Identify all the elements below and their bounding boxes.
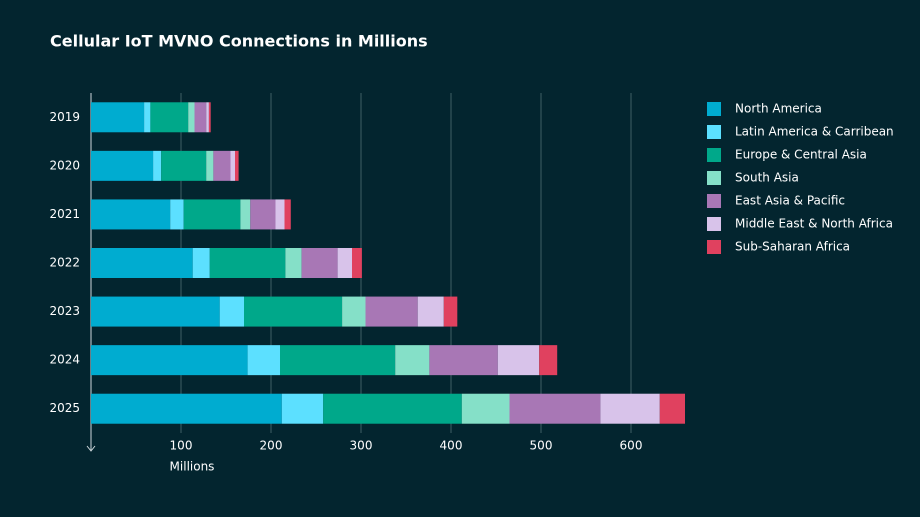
- x-tick-label: 200: [260, 439, 283, 453]
- bar-segment: [281, 393, 324, 424]
- bar-segment: [429, 345, 498, 376]
- legend-label: Europe & Central Asia: [735, 148, 867, 162]
- axis-arrow: [86, 445, 96, 452]
- x-tick-label: 400: [440, 439, 463, 453]
- bar-segment: [342, 296, 366, 327]
- bar-segment: [91, 150, 154, 181]
- bar-segment: [323, 393, 462, 424]
- legend-swatch: [707, 194, 721, 208]
- bar-segment: [240, 199, 251, 230]
- bar-segment: [461, 393, 510, 424]
- bar-segment: [235, 150, 239, 181]
- bar-segment: [188, 102, 195, 133]
- bar-segment: [208, 102, 211, 133]
- legend-label: Latin America & Carribean: [735, 125, 894, 139]
- bar-segment: [206, 102, 209, 133]
- bar-segment: [284, 199, 291, 230]
- bar-segment: [337, 248, 352, 278]
- bar-segment: [91, 393, 282, 424]
- chart-title: Cellular IoT MVNO Connections in Million…: [50, 32, 428, 51]
- legend-swatch: [707, 240, 721, 254]
- y-tick-label: 2020: [49, 158, 80, 172]
- y-tick-label: 2022: [49, 256, 80, 270]
- bar-segment: [170, 199, 184, 230]
- x-tick-label: 300: [350, 439, 373, 453]
- legend-swatch: [707, 125, 721, 139]
- bar-segment: [250, 199, 276, 230]
- y-tick-label: 2025: [49, 401, 80, 415]
- legend-label: Sub-Saharan Africa: [735, 240, 850, 254]
- bar-segment: [144, 102, 151, 133]
- bar-segment: [395, 345, 430, 376]
- bar-segment: [247, 345, 280, 376]
- legend-label: South Asia: [735, 171, 799, 185]
- bar-segment: [539, 345, 558, 376]
- bar-segment: [600, 393, 660, 424]
- y-tick-label: 2023: [49, 304, 80, 318]
- bar-segment: [91, 199, 171, 230]
- legend-swatch: [707, 148, 721, 162]
- bar-segment: [91, 248, 193, 278]
- bar-segment: [365, 296, 418, 327]
- x-tick-label: 100: [170, 439, 193, 453]
- x-tick-label: 500: [530, 439, 553, 453]
- bar-segment: [285, 248, 302, 278]
- bar-segment: [91, 296, 220, 327]
- bar-segment: [443, 296, 458, 327]
- bar-segment: [280, 345, 396, 376]
- legend-label: East Asia & Pacific: [735, 194, 845, 208]
- bar-segment: [417, 296, 444, 327]
- bar-segment: [194, 102, 207, 133]
- legend-swatch: [707, 171, 721, 185]
- bar-segment: [497, 345, 540, 376]
- bar-segment: [150, 102, 189, 133]
- y-tick-label: 2019: [49, 110, 80, 124]
- bar-segment: [275, 199, 285, 230]
- bar-segment: [244, 296, 343, 327]
- x-axis-label: Millions: [170, 460, 215, 474]
- x-tick-label: 600: [620, 439, 643, 453]
- bar-segment: [192, 248, 210, 278]
- bar-segment: [91, 345, 248, 376]
- bar-segment: [509, 393, 601, 424]
- legend-label: North America: [735, 102, 822, 116]
- bar-segment: [213, 150, 231, 181]
- bar-segment: [161, 150, 207, 181]
- bar-segment: [183, 199, 241, 230]
- bar-segment: [352, 248, 362, 278]
- bar-segment: [206, 150, 214, 181]
- legend-label: Middle East & North Africa: [735, 217, 893, 231]
- bar-segment: [91, 102, 145, 133]
- y-tick-label: 2021: [49, 207, 80, 221]
- bar-segment: [153, 150, 162, 181]
- y-tick-label: 2024: [49, 353, 80, 367]
- bar-segment: [230, 150, 235, 181]
- bar-segment: [659, 393, 685, 424]
- bar-segment: [219, 296, 244, 327]
- bar-segment: [209, 248, 286, 278]
- bar-segment: [301, 248, 338, 278]
- legend-swatch: [707, 217, 721, 231]
- legend-swatch: [707, 102, 721, 116]
